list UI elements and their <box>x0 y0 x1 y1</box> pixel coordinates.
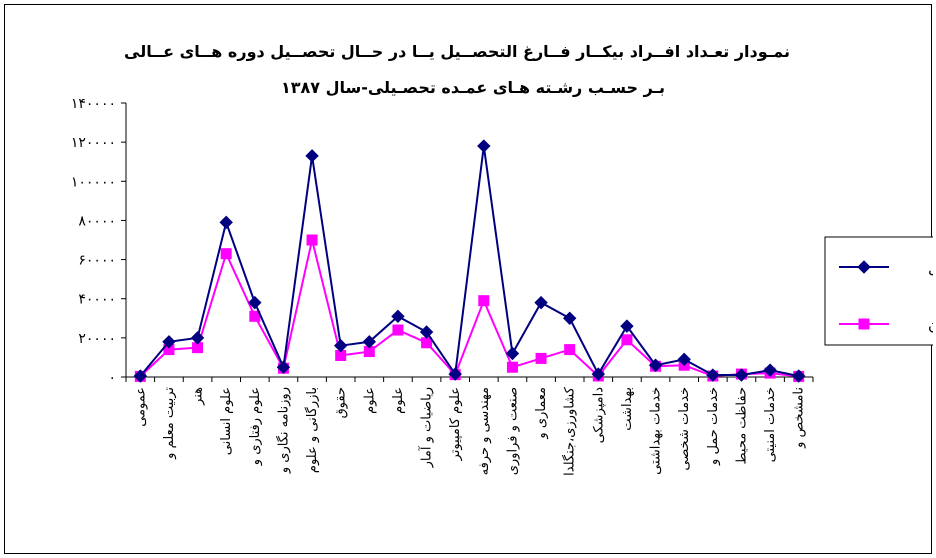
x-category-label: ریاضیات و آمار <box>418 387 435 468</box>
data-point-square <box>220 248 232 260</box>
data-point-diamond <box>763 363 777 377</box>
y-tick-label: ۱۴۰۰۰۰ <box>71 96 116 112</box>
data-point-diamond <box>505 346 520 361</box>
data-point-diamond <box>276 360 291 374</box>
y-tick-label: ۴۰۰۰۰ <box>78 292 116 308</box>
legend-box <box>824 236 933 346</box>
data-point-square <box>506 361 518 373</box>
data-point-diamond <box>534 295 548 310</box>
data-point-diamond <box>133 369 148 383</box>
legend-label: کل <box>928 259 933 277</box>
y-tick-label: ۸۰۰۰۰ <box>78 213 116 229</box>
data-point-square <box>858 318 870 330</box>
data-point-diamond <box>648 358 663 372</box>
data-point-diamond <box>857 260 871 274</box>
data-point-diamond <box>162 335 176 349</box>
data-point-diamond <box>677 352 691 367</box>
x-category-label: حفاظت محیط <box>734 387 749 464</box>
y-tick-label: ۱۲۰۰۰۰ <box>71 135 116 151</box>
x-category-label: علوم انسانی <box>219 387 234 455</box>
x-category-labels: عمومی تربیت معلم و هنر علوم انسانی علوم رفتا… <box>133 386 806 476</box>
x-category-label: خدمات شخصی <box>677 387 692 471</box>
x-category-label: خدمات حمل و <box>706 387 721 466</box>
data-point-diamond <box>391 309 405 324</box>
data-point-square <box>621 334 633 346</box>
data-point-diamond <box>591 367 606 381</box>
x-category-label: حقوق <box>334 387 349 418</box>
data-point-diamond <box>305 149 319 163</box>
chart-title-line1: نمـودار تعـداد افــراد بیکــار فــارغ ال… <box>124 42 790 61</box>
line-chart: نمـودار تعـداد افــراد بیکــار فــارغ ال… <box>71 42 933 476</box>
x-category-label: علوم <box>391 387 406 414</box>
data-point-diamond <box>791 369 806 383</box>
y-tick-label: ۰ <box>108 370 116 386</box>
data-point-diamond <box>477 139 491 153</box>
legend: کل زن <box>824 236 933 346</box>
x-category-label: نامشخص و <box>792 387 807 449</box>
y-tick-label: ۲۰۰۰۰ <box>78 331 116 347</box>
x-category-label: روزنامه نگاری و <box>275 387 291 474</box>
data-point-diamond <box>362 335 377 349</box>
series-group <box>133 139 806 383</box>
x-category-label: خدمات بهداشتی <box>649 387 664 475</box>
x-category-label: بهداشت <box>620 387 635 431</box>
legend-label: زن <box>928 316 933 334</box>
x-category-label: معماری و <box>534 387 549 440</box>
data-point-diamond <box>620 319 634 333</box>
data-point-diamond <box>219 215 233 230</box>
x-category-label: کشاورزی،جنگلدا <box>562 386 578 476</box>
chart-axes <box>121 102 814 382</box>
x-category-label: علوم کامپیوتر <box>448 387 463 461</box>
x-category-label: تربیت معلم و <box>162 387 177 460</box>
y-tick-labels: ۰ ۲۰۰۰۰ ۴۰۰۰۰ ۶۰۰۰۰ ۸۰۰۰۰ ۱۰۰۰۰۰ ۱۲۰۰۰۰ ۱۴۰۰۰۰ <box>71 96 116 386</box>
data-point-diamond <box>562 311 577 325</box>
chart-title-line2: بـر حسـب رشـته هـای عمـده تحصـیلی-سال ۱۳… <box>281 78 665 97</box>
data-point-diamond <box>419 325 434 339</box>
x-category-label: خدمات امنیتی <box>763 387 778 462</box>
data-point-square <box>535 352 547 364</box>
data-point-square <box>306 234 318 246</box>
data-point-square <box>478 295 490 307</box>
data-point-diamond <box>734 368 749 382</box>
x-category-label: عمومی <box>133 387 148 427</box>
data-point-diamond <box>248 295 262 310</box>
data-point-square <box>421 337 433 349</box>
data-point-square <box>564 344 576 356</box>
chart-frame: نمـودار تعـداد افــراد بیکــار فــارغ ال… <box>4 4 933 554</box>
x-category-label: مهندسی و حرفه <box>477 387 492 475</box>
x-category-label: علوم <box>362 387 377 414</box>
data-point-square <box>392 324 404 336</box>
x-category-label: دامپزشکی <box>591 387 606 444</box>
data-point-diamond <box>333 338 348 353</box>
x-category-label: علوم رفتاری و <box>248 387 263 466</box>
y-tick-label: ۶۰۰۰۰ <box>78 253 116 269</box>
y-tick-label: ۱۰۰۰۰۰ <box>71 174 116 190</box>
x-category-label: هنر <box>191 387 206 406</box>
data-point-diamond <box>190 331 205 345</box>
data-point-diamond <box>706 368 720 382</box>
x-category-label: صنعت و فراوری <box>505 387 520 475</box>
series-line <box>139 145 799 378</box>
x-category-label: بازرگانی و علوم <box>304 387 320 473</box>
plot-area <box>133 139 806 383</box>
data-point-diamond <box>448 367 462 381</box>
